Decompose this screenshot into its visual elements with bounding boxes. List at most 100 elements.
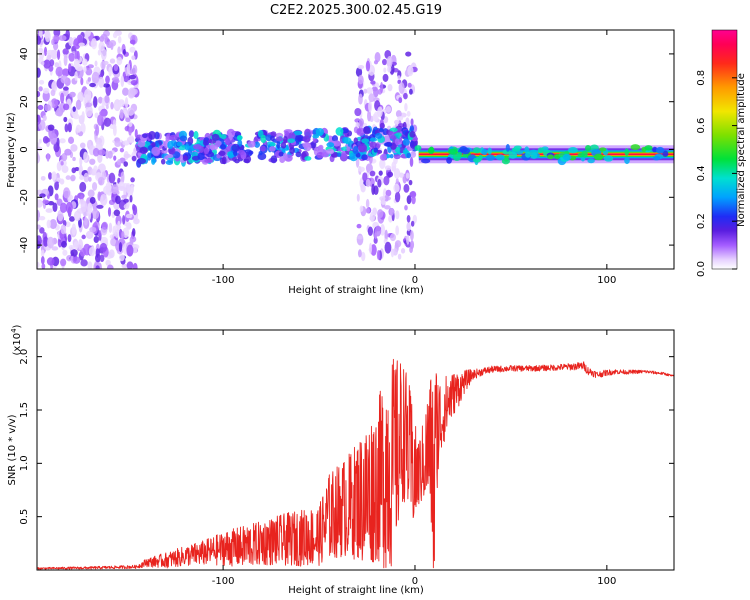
noise-blob — [118, 100, 125, 108]
noise-blob — [53, 34, 60, 43]
noise-blob — [133, 218, 140, 225]
band-blob — [330, 153, 337, 158]
noise-blob — [59, 202, 67, 214]
noise-blob — [100, 48, 107, 61]
band-blob — [389, 153, 394, 159]
band-blob — [179, 135, 188, 142]
noise-blob — [50, 98, 59, 109]
noise-blob — [83, 88, 92, 101]
noise-blob — [109, 124, 117, 130]
tone-blob — [585, 145, 591, 152]
noise-blob — [54, 193, 59, 201]
noise-blob — [54, 62, 59, 68]
band-blob — [312, 134, 320, 139]
noise-blob — [70, 144, 78, 152]
noise-blob — [46, 153, 50, 162]
noise-blob — [71, 223, 77, 236]
burst-blob — [383, 205, 391, 210]
noise-blob — [75, 99, 82, 110]
noise-blob — [83, 217, 88, 226]
noise-blob — [104, 94, 110, 104]
noise-blob — [120, 231, 125, 239]
band-blob — [211, 133, 220, 141]
tone-blob — [577, 152, 585, 158]
snr-y-tick-label: 0.5 — [19, 509, 30, 525]
noise-blob — [51, 82, 57, 90]
burst-blob — [403, 183, 410, 193]
noise-blob — [37, 224, 41, 230]
noise-blob — [87, 202, 93, 215]
spectrogram-x-tick-label: -100 — [212, 275, 235, 286]
tone-blob — [630, 144, 641, 151]
snr-multiplier: (x104) — [10, 324, 23, 355]
burst-blob — [369, 242, 373, 254]
snr-frame — [36, 329, 675, 571]
noise-blob — [41, 263, 46, 269]
burst-blob — [356, 193, 360, 202]
tone-blob — [537, 147, 544, 154]
noise-blob — [58, 35, 67, 41]
burst-blob — [382, 73, 389, 82]
band-blob — [406, 152, 412, 159]
noise-blob — [122, 214, 126, 225]
burst-blob — [406, 195, 412, 205]
burst-blob — [406, 214, 411, 223]
band-blob — [282, 152, 288, 160]
noise-blob — [114, 140, 122, 148]
noise-blob — [105, 259, 111, 266]
noise-blob — [109, 58, 116, 64]
noise-blob — [73, 38, 81, 50]
band-blob — [303, 142, 312, 152]
noise-blob — [75, 124, 82, 133]
band-blob — [388, 131, 395, 140]
noise-blob — [80, 200, 88, 213]
burst-blob — [368, 93, 375, 103]
band-blob — [220, 134, 227, 140]
noise-blob — [73, 210, 82, 222]
band-blob — [374, 132, 383, 139]
burst-blob — [397, 75, 401, 80]
noise-blob — [60, 161, 64, 166]
noise-blob — [37, 146, 43, 152]
tone-blob — [624, 157, 630, 165]
noise-blob — [129, 194, 133, 203]
noise-blob — [108, 222, 113, 234]
noise-blob — [40, 249, 45, 257]
noise-blob — [69, 91, 76, 98]
burst-blob — [384, 229, 388, 242]
noise-blob — [120, 75, 125, 88]
noise-blob — [37, 235, 42, 246]
band-blob — [378, 127, 384, 133]
noise-blob — [74, 50, 79, 61]
noise-blob — [93, 236, 99, 243]
burst-blob — [410, 220, 415, 227]
tone-blob — [652, 155, 661, 161]
noise-blob — [112, 32, 118, 39]
band-blob — [278, 151, 284, 157]
noise-blob — [128, 74, 137, 80]
band-blob — [169, 134, 178, 141]
noise-blob — [42, 115, 47, 122]
noise-blob — [129, 46, 136, 53]
noise-blob — [70, 174, 76, 182]
burst-blob — [365, 60, 371, 72]
noise-blob — [121, 263, 128, 269]
noise-blob — [68, 63, 72, 73]
tone-blob — [603, 155, 614, 162]
band-blob — [182, 155, 188, 162]
noise-blob — [48, 172, 53, 180]
noise-blob — [67, 196, 72, 202]
noise-blob — [72, 256, 81, 264]
noise-blob — [68, 136, 75, 144]
noise-blob — [46, 219, 51, 229]
noise-blob — [98, 76, 105, 88]
noise-blob — [122, 140, 130, 146]
burst-blob — [360, 251, 366, 262]
noise-blob — [55, 66, 64, 77]
spectrogram-marks — [37, 30, 674, 269]
noise-blob — [122, 48, 126, 55]
band-blob — [376, 149, 383, 154]
noise-blob — [79, 156, 83, 166]
spectrogram-y-axis-label: Frequency (Hz) — [6, 112, 17, 188]
noise-blob — [81, 234, 86, 240]
